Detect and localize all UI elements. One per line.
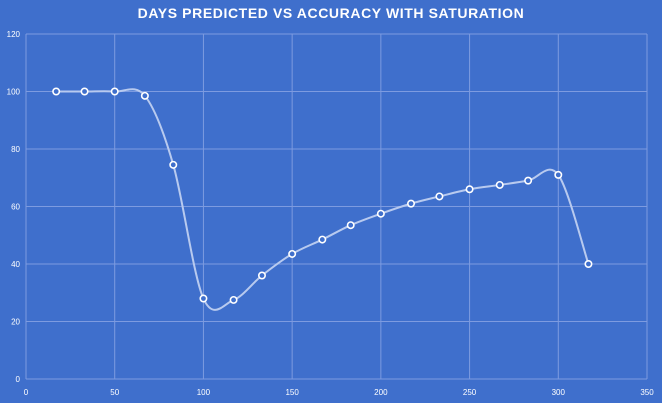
data-point: [318, 235, 327, 244]
data-point: [584, 259, 593, 268]
y-tick-label: 100: [7, 88, 21, 97]
data-point: [495, 180, 504, 189]
x-tick-label: 150: [285, 388, 299, 397]
data-point: [376, 209, 385, 218]
data-point: [346, 221, 355, 230]
y-tick-label: 120: [7, 30, 21, 39]
x-tick-label: 250: [463, 388, 477, 397]
data-point: [554, 170, 563, 179]
data-point: [407, 199, 416, 208]
y-tick-label: 80: [11, 145, 20, 154]
y-tick-label: 60: [11, 203, 20, 212]
data-point: [199, 294, 208, 303]
data-point: [288, 249, 297, 258]
x-tick-label: 0: [24, 388, 29, 397]
x-tick-label: 350: [640, 388, 654, 397]
data-point: [257, 271, 266, 280]
chart-title: DAYS PREDICTED VS ACCURACY WITH SATURATI…: [137, 5, 525, 21]
data-point: [229, 295, 238, 304]
data-point: [52, 87, 61, 96]
data-point: [140, 91, 149, 100]
x-tick-label: 200: [374, 388, 388, 397]
x-tick-label: 50: [110, 388, 119, 397]
series-line: [56, 88, 590, 311]
data-point: [465, 185, 474, 194]
x-tick-label: 300: [552, 388, 566, 397]
x-tick-label: 100: [197, 388, 211, 397]
data-point: [169, 160, 178, 169]
data-point: [524, 176, 533, 185]
data-point: [80, 87, 89, 96]
y-tick-label: 40: [11, 260, 20, 269]
y-tick-label: 0: [16, 375, 21, 384]
y-tick-label: 20: [11, 318, 20, 327]
data-point: [110, 87, 119, 96]
data-point: [435, 192, 444, 201]
